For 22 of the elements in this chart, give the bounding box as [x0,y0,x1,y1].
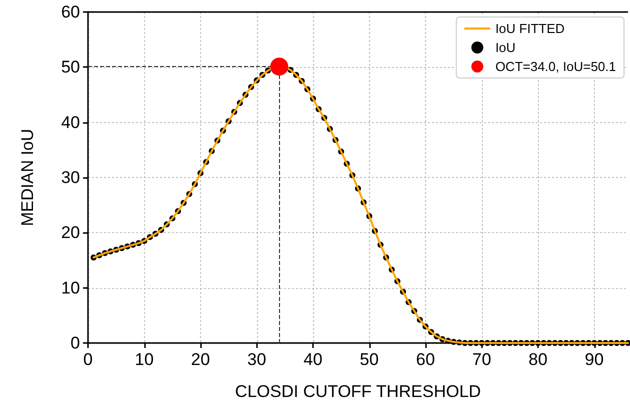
x-tick-label: 10 [134,350,154,369]
x-tick-label: 50 [360,350,379,369]
y-tick-label: 0 [70,334,80,352]
y-tick-label: 50 [61,58,80,77]
legend-label: OCT=34.0, IoU=50.1 [495,59,616,74]
x-tick-label: 80 [528,350,548,369]
x-tick-label: 0 [83,350,93,369]
x-axis-title: CLOSDI CUTOFF THRESHOLD [235,382,481,401]
y-tick-label: 30 [61,168,80,187]
y-tick-label: 10 [61,278,80,298]
y-tick-label: 40 [61,112,80,132]
x-tick-label: 90 [584,350,604,369]
y-tick-label: 60 [61,2,80,22]
y-axis-title: MEDIAN IoU [18,128,37,226]
x-tick-label: 30 [247,350,266,369]
x-tick-label: 70 [472,350,492,369]
x-tick-label: 60 [416,350,435,369]
x-tick-label: 40 [304,350,322,369]
legend-label: IoU FITTED [495,21,565,36]
x-tick-label: 20 [191,350,210,369]
legend-label: IoU [495,40,516,55]
y-tick-label: 20 [61,223,80,242]
